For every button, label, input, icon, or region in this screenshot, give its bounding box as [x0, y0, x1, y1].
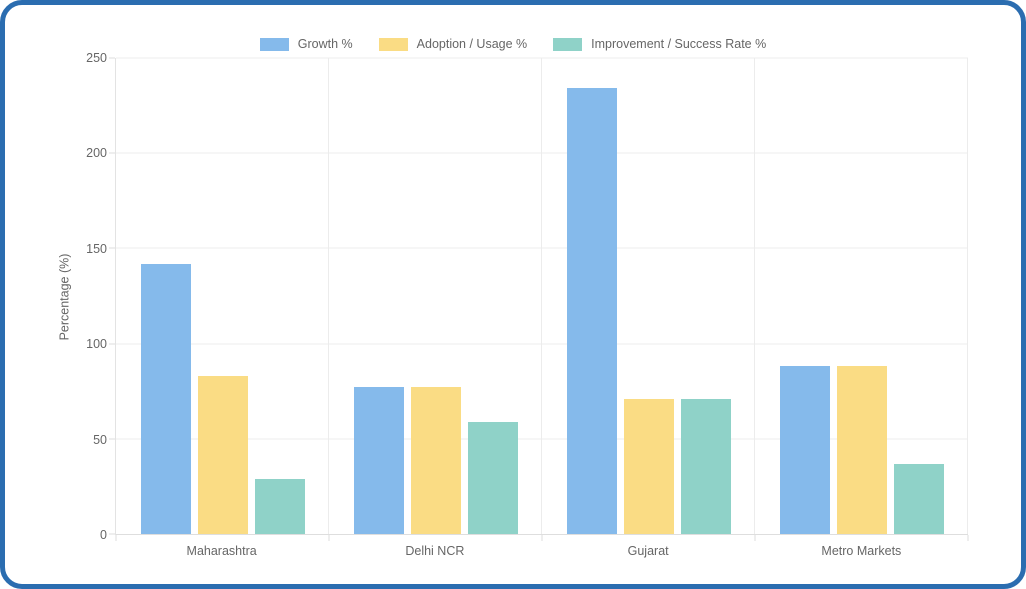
y-tick-mark [109, 57, 115, 59]
bar-growth-delhi-ncr[interactable] [353, 387, 404, 534]
gridline-x-boundary-4 [967, 58, 968, 534]
legend-label-improvement-success-rate: Improvement / Success Rate % [591, 37, 767, 51]
x-tick-mark [328, 535, 330, 541]
gridline-y-250 [116, 57, 968, 59]
bar-adoption-usage-gujarat[interactable] [623, 398, 674, 534]
y-axis-tick-labels: 0 50 100 150 200 250 [63, 51, 107, 542]
y-tick-mark [109, 533, 115, 535]
chart-legend: Growth % Adoption / Usage % Improvement / … [5, 37, 1021, 51]
bar-growth-gujarat[interactable] [566, 88, 617, 534]
y-tick-label: 50 [93, 432, 107, 447]
x-axis-label-delhi-ncr: Delhi NCR [405, 544, 465, 558]
y-tick-label: 100 [86, 337, 107, 352]
bar-improvement-success-rate-gujarat[interactable] [680, 398, 731, 534]
plot-area [109, 57, 969, 541]
bar-group-gujarat [542, 58, 755, 534]
gridline-y-200 [116, 152, 968, 154]
gridline-x-boundary-2 [541, 58, 542, 534]
bar-growth-metro-markets[interactable] [779, 366, 830, 534]
y-tick-label: 250 [86, 51, 107, 65]
bar-improvement-success-rate-metro-markets[interactable] [893, 463, 944, 534]
x-tick-mark [967, 535, 969, 541]
y-tick-mark [109, 247, 115, 249]
bar-adoption-usage-maharashtra[interactable] [197, 375, 248, 534]
bar-adoption-usage-metro-markets[interactable] [836, 366, 887, 534]
legend-label-growth: Growth % [297, 37, 353, 51]
x-axis-label-gujarat: Gujarat [627, 544, 669, 558]
x-tick-mark [115, 535, 117, 541]
legend-item-growth[interactable]: Growth % [259, 37, 353, 51]
gridline-y-150 [116, 247, 968, 249]
y-tick-label: 150 [86, 241, 107, 256]
y-tick-mark [109, 152, 115, 154]
bar-growth-maharashtra[interactable] [140, 263, 191, 534]
legend-label-adoption-usage: Adoption / Usage % [416, 37, 528, 51]
legend-swatch-growth [259, 37, 289, 51]
gridline-x-boundary-1 [328, 58, 329, 534]
x-tick-mark [541, 535, 543, 541]
x-axis-label-maharashtra: Maharashtra [186, 544, 257, 558]
legend-swatch-adoption-usage [378, 37, 408, 51]
bar-group-delhi-ncr [329, 58, 542, 534]
x-axis-labels: Maharashtra Delhi NCR Gujarat Metro Markets [115, 544, 968, 562]
x-axis-label-metro-markets: Metro Markets [821, 544, 902, 558]
bar-adoption-usage-delhi-ncr[interactable] [410, 387, 461, 534]
legend-item-adoption-usage[interactable]: Adoption / Usage % [378, 37, 528, 51]
y-tick-mark [109, 343, 115, 345]
bar-improvement-success-rate-delhi-ncr[interactable] [467, 421, 518, 534]
y-tick-label: 0 [100, 528, 107, 542]
bar-improvement-success-rate-maharashtra[interactable] [254, 478, 305, 534]
gridline-y-100 [116, 343, 968, 345]
y-tick-mark [109, 438, 115, 440]
gridline-x-boundary-3 [754, 58, 755, 534]
y-tick-label: 200 [86, 146, 107, 161]
legend-item-improvement-success-rate[interactable]: Improvement / Success Rate % [553, 37, 766, 51]
bar-group-metro-markets [755, 58, 968, 534]
x-tick-mark [754, 535, 756, 541]
bar-group-maharashtra [116, 58, 329, 534]
legend-swatch-improvement-success-rate [553, 37, 583, 51]
gridline-y-50 [116, 438, 968, 440]
